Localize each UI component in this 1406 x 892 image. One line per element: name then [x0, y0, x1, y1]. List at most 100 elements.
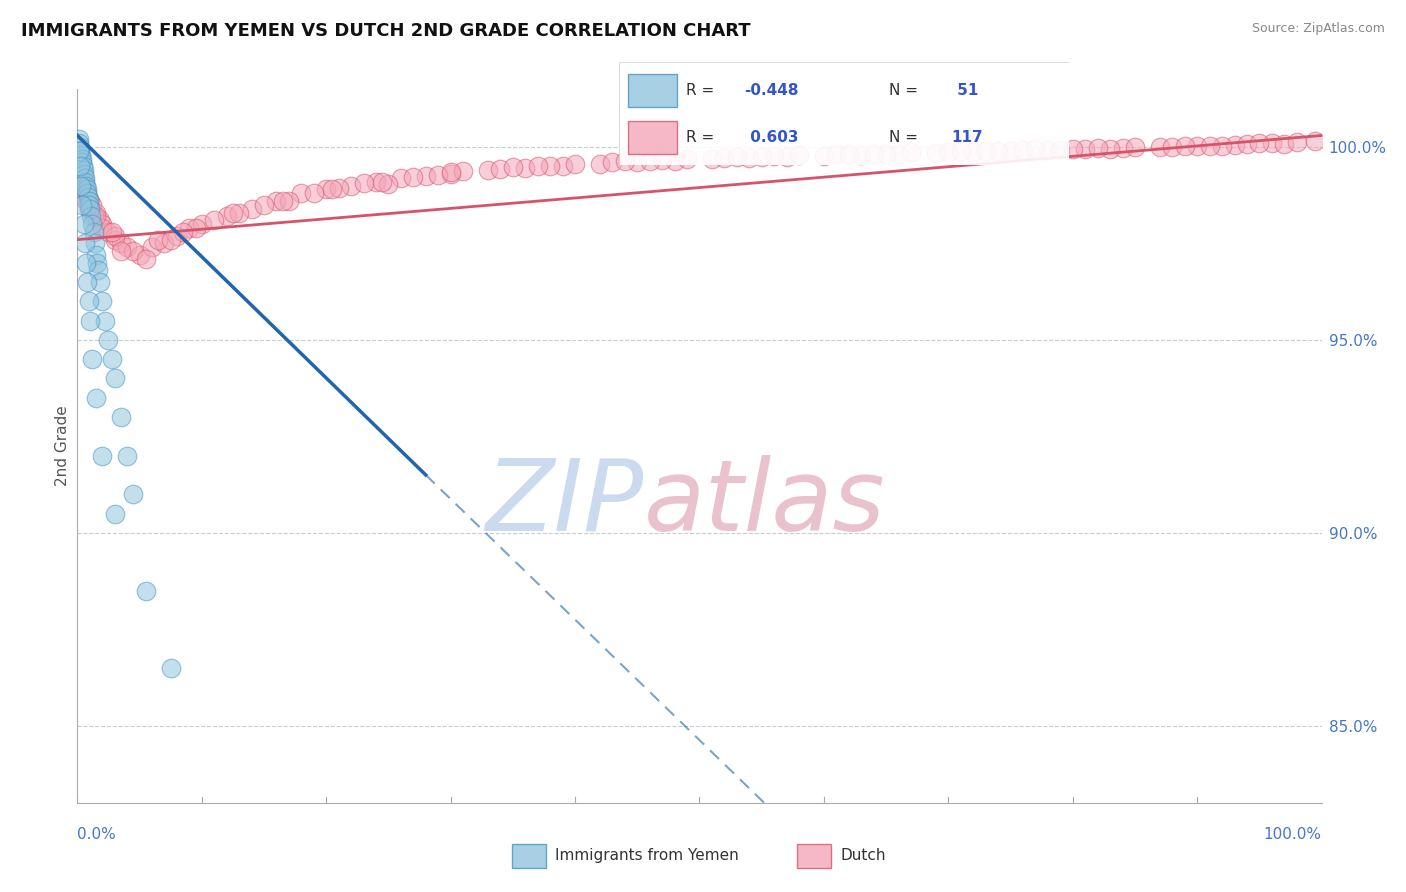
- Point: [76, 186, 98, 201]
- Point: [887, 147, 910, 161]
- Point: [526, 159, 548, 173]
- Point: [80, 210, 103, 224]
- Point: [72, 198, 94, 212]
- Point: [415, 169, 437, 183]
- Point: [82, 352, 104, 367]
- Point: [1261, 136, 1284, 151]
- Point: [75, 175, 97, 189]
- Text: 100.0%: 100.0%: [1264, 827, 1322, 841]
- Point: [101, 225, 124, 239]
- Point: [110, 410, 132, 425]
- Point: [1062, 142, 1084, 156]
- Point: [1305, 134, 1327, 148]
- Point: [166, 228, 188, 243]
- Point: [763, 149, 786, 163]
- Point: [84, 391, 107, 405]
- Point: [70, 148, 93, 162]
- Point: [84, 248, 107, 262]
- Point: [104, 371, 127, 385]
- Point: [141, 240, 163, 254]
- Point: [321, 182, 343, 196]
- Point: [215, 210, 238, 224]
- Point: [67, 132, 90, 146]
- Point: [1285, 136, 1308, 150]
- Point: [875, 146, 897, 161]
- Point: [75, 178, 97, 193]
- Point: [377, 177, 399, 191]
- Point: [83, 210, 105, 224]
- Text: IMMIGRANTS FROM YEMEN VS DUTCH 2ND GRADE CORRELATION CHART: IMMIGRANTS FROM YEMEN VS DUTCH 2ND GRADE…: [21, 22, 751, 40]
- Point: [135, 583, 157, 598]
- Point: [925, 145, 948, 160]
- Point: [77, 294, 100, 309]
- Point: [613, 154, 636, 169]
- Point: [938, 145, 960, 159]
- Point: [69, 144, 91, 158]
- Point: [271, 194, 294, 208]
- Point: [1211, 138, 1233, 153]
- Point: [253, 198, 276, 212]
- Point: [110, 244, 132, 259]
- Point: [602, 154, 624, 169]
- Point: [202, 213, 225, 227]
- Text: Dutch: Dutch: [841, 848, 886, 863]
- Point: [172, 225, 194, 239]
- Point: [77, 198, 100, 212]
- Point: [83, 225, 105, 239]
- Point: [738, 151, 761, 165]
- Text: R =: R =: [686, 130, 724, 145]
- Point: [104, 507, 127, 521]
- Point: [87, 263, 110, 277]
- Point: [1111, 141, 1133, 155]
- Point: [489, 162, 512, 177]
- Point: [1087, 141, 1109, 155]
- Point: [75, 256, 97, 270]
- Point: [72, 178, 94, 193]
- Point: [700, 152, 723, 166]
- Point: [1161, 139, 1184, 153]
- Point: [751, 150, 773, 164]
- Point: [73, 170, 96, 185]
- Point: [179, 221, 201, 235]
- Text: 51: 51: [952, 83, 979, 97]
- Point: [79, 194, 101, 208]
- Point: [91, 221, 114, 235]
- Point: [515, 161, 537, 176]
- Point: [676, 152, 699, 166]
- Point: [1000, 144, 1022, 158]
- Point: [1236, 137, 1258, 152]
- Point: [315, 182, 337, 196]
- Point: [222, 205, 245, 219]
- Point: [76, 182, 98, 196]
- Point: [75, 194, 97, 208]
- Point: [302, 186, 325, 201]
- Point: [340, 178, 363, 193]
- Point: [86, 256, 108, 270]
- Point: [813, 148, 835, 162]
- Text: atlas: atlas: [644, 455, 886, 551]
- Point: [76, 275, 98, 289]
- Y-axis label: 2nd Grade: 2nd Grade: [55, 406, 70, 486]
- Point: [277, 194, 299, 208]
- Point: [159, 233, 181, 247]
- Point: [122, 244, 145, 259]
- Point: [89, 213, 111, 227]
- Point: [949, 145, 972, 159]
- Point: [451, 164, 474, 178]
- Point: [477, 163, 499, 178]
- Point: [1187, 139, 1209, 153]
- Point: [228, 205, 250, 219]
- Point: [1249, 136, 1271, 151]
- Point: [1174, 139, 1197, 153]
- Point: [538, 159, 561, 173]
- FancyBboxPatch shape: [627, 121, 678, 153]
- Point: [97, 333, 120, 347]
- Point: [72, 163, 94, 178]
- Point: [148, 233, 170, 247]
- Point: [115, 449, 138, 463]
- Point: [900, 145, 922, 160]
- Point: [502, 160, 524, 174]
- Point: [589, 157, 612, 171]
- Text: 117: 117: [952, 130, 983, 145]
- Point: [713, 151, 735, 165]
